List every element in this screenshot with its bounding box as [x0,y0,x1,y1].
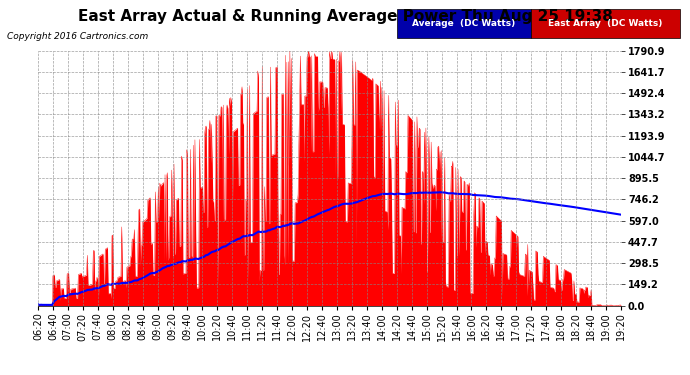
Text: Copyright 2016 Cartronics.com: Copyright 2016 Cartronics.com [7,32,148,41]
Text: East Array  (DC Watts): East Array (DC Watts) [549,19,662,28]
Text: Average  (DC Watts): Average (DC Watts) [413,19,515,28]
Text: East Array Actual & Running Average Power Thu Aug 25 19:38: East Array Actual & Running Average Powe… [77,9,613,24]
